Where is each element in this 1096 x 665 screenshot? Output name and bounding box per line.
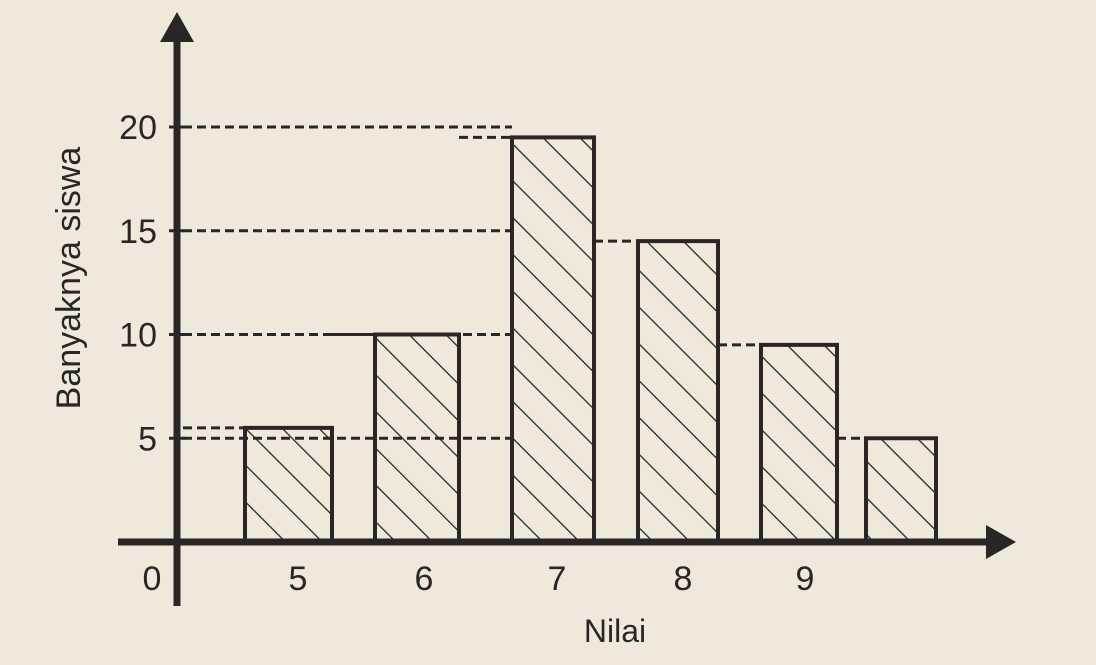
bar-3 <box>510 135 596 544</box>
y-tick-label: 10 <box>119 317 157 355</box>
x-axis-label: Nilai <box>584 613 646 649</box>
x-tick-label: 8 <box>674 560 693 598</box>
x-tick-label: 6 <box>415 560 434 598</box>
y-axis-arrowhead <box>160 12 194 42</box>
bar-6 <box>864 436 938 544</box>
y-axis-label: Banyaknya siswa <box>50 147 88 410</box>
y-tick-label: 20 <box>119 109 157 147</box>
x-tick-label: 5 <box>289 560 308 598</box>
bar-5 <box>759 342 839 544</box>
bar-4 <box>636 239 720 544</box>
x-tick-label: 9 <box>796 560 815 598</box>
y-tick-label: 15 <box>119 213 157 251</box>
x-tick-label: 7 <box>548 560 567 598</box>
x-axis-arrowhead <box>986 525 1016 559</box>
y-tick-label: 5 <box>138 420 157 458</box>
bar-2 <box>373 332 461 544</box>
origin-label: 0 <box>143 560 162 598</box>
bar-1 <box>243 425 334 544</box>
